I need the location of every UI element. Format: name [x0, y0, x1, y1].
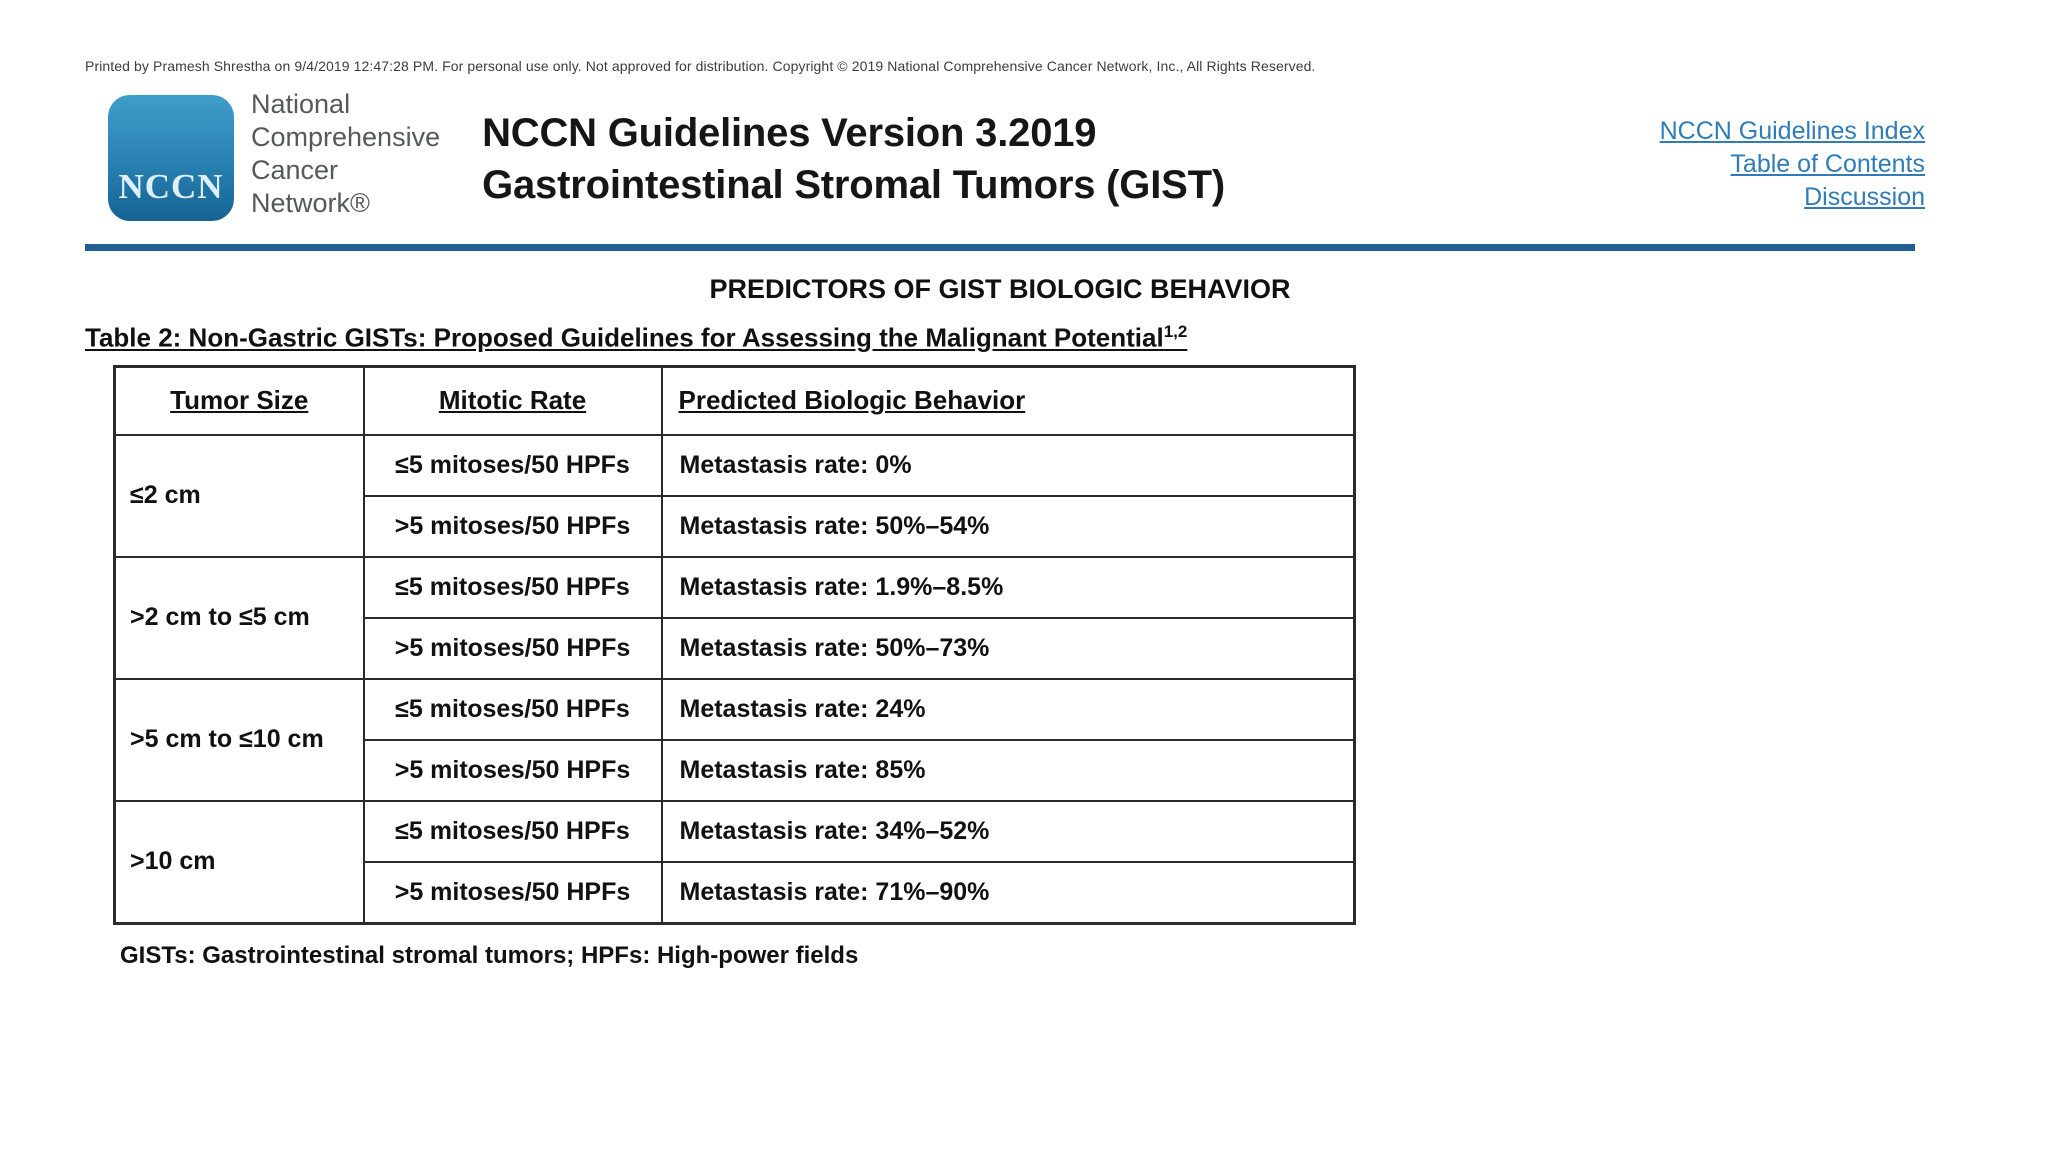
print-notice: Printed by Pramesh Shrestha on 9/4/2019 … [85, 58, 1316, 74]
guideline-version-title: NCCN Guidelines Version 3.2019 [482, 111, 1097, 155]
col-header-mitotic-rate: Mitotic Rate [362, 365, 663, 436]
table-row: >5 mitoses/50 HPFs Metastasis rate: 85% [115, 738, 1356, 802]
mitotic-rate-cell: ≤5 mitoses/50 HPFs [362, 433, 663, 497]
table-title: Table 2: Non-Gastric GISTs: Proposed Gui… [85, 322, 2048, 354]
table-row: >2 cm to ≤5 cm ≤5 mitoses/50 HPFs Metast… [113, 555, 1356, 680]
org-name-line-1: National [251, 89, 351, 119]
mitotic-rate-cell: >5 mitoses/50 HPFs [362, 860, 663, 925]
org-name-line-2: Comprehensive [251, 122, 441, 152]
table-title-text: Table 2: Non-Gastric GISTs: Proposed Gui… [85, 322, 1164, 353]
header-divider-rule [85, 244, 1915, 251]
behavior-cell: Metastasis rate: 34%–52% [660, 799, 1356, 863]
org-name: National Comprehensive Cancer Network® [251, 88, 440, 220]
table-row: >5 cm to ≤10 cm ≤5 mitoses/50 HPFs Metas… [113, 677, 1356, 802]
behavior-cell: Metastasis rate: 0% [660, 433, 1356, 497]
mitotic-rate-cell: >5 mitoses/50 HPFs [362, 738, 663, 802]
behavior-cell: Metastasis rate: 1.9%–8.5% [660, 555, 1356, 619]
table-row: >5 mitoses/50 HPFs Metastasis rate: 50%–… [115, 494, 1356, 558]
tumor-size-cell: >5 cm to ≤10 cm [113, 677, 365, 802]
link-table-of-contents[interactable]: Table of Contents [1730, 150, 1925, 178]
gist-malignant-potential-table: Tumor Size Mitotic Rate Predicted Biolog… [113, 364, 1356, 925]
guideline-titles: NCCN Guidelines Version 3.2019 Gastroint… [482, 95, 1225, 211]
section-heading: PREDICTORS OF GIST BIOLOGIC BEHAVIOR [709, 274, 1291, 304]
behavior-cell: Metastasis rate: 50%–73% [660, 616, 1356, 680]
mitotic-rate-cell: ≤5 mitoses/50 HPFs [362, 555, 663, 619]
nav-links: NCCN Guidelines Index Table of Contents … [1660, 115, 1925, 214]
table-row: ≤2 cm ≤5 mitoses/50 HPFs Metastasis rate… [113, 433, 1356, 558]
behavior-cell: Metastasis rate: 85% [660, 738, 1356, 802]
org-name-line-3: Cancer [251, 155, 339, 185]
table-row: >10 cm ≤5 mitoses/50 HPFs Metastasis rat… [113, 799, 1356, 925]
behavior-cell: Metastasis rate: 50%–54% [660, 494, 1356, 558]
nccn-logo-acronym: NCCN [118, 167, 224, 206]
guideline-subject-title: Gastrointestinal Stromal Tumors (GIST) [482, 163, 1225, 207]
col-header-tumor-size: Tumor Size [113, 365, 365, 436]
tumor-size-cell: ≤2 cm [113, 433, 365, 558]
tumor-size-cell: >10 cm [113, 799, 365, 925]
col-header-mitotic-rate-label: Mitotic Rate [438, 385, 587, 416]
behavior-cell: Metastasis rate: 24% [660, 677, 1356, 741]
table-title-footnote-refs: 1,2 [1163, 322, 1188, 341]
col-header-tumor-size-label: Tumor Size [170, 385, 309, 416]
table-row: >5 mitoses/50 HPFs Metastasis rate: 71%–… [115, 860, 1356, 925]
table-header-row: Tumor Size Mitotic Rate Predicted Biolog… [113, 365, 1356, 436]
mitotic-rate-cell: >5 mitoses/50 HPFs [362, 616, 663, 680]
col-header-predicted-behavior: Predicted Biologic Behavior [660, 365, 1356, 436]
mitotic-rate-cell: ≤5 mitoses/50 HPFs [362, 799, 663, 863]
mitotic-rate-cell: ≤5 mitoses/50 HPFs [362, 677, 663, 741]
tumor-size-cell: >2 cm to ≤5 cm [113, 555, 365, 680]
abbreviations-footnote: GISTs: Gastrointestinal stromal tumors; … [120, 941, 859, 969]
behavior-cell: Metastasis rate: 71%–90% [660, 860, 1356, 925]
link-nccn-guidelines-index[interactable]: NCCN Guidelines Index [1659, 117, 1925, 145]
org-name-line-4: Network® [251, 188, 370, 218]
table-row: >5 mitoses/50 HPFs Metastasis rate: 50%–… [115, 616, 1356, 680]
link-discussion[interactable]: Discussion [1804, 183, 1925, 211]
col-header-predicted-behavior-label: Predicted Biologic Behavior [678, 385, 1026, 416]
nccn-logo: NCCN [108, 95, 234, 221]
page-header: NCCN National Comprehensive Cancer Netwo… [108, 89, 2048, 223]
mitotic-rate-cell: >5 mitoses/50 HPFs [362, 494, 663, 558]
